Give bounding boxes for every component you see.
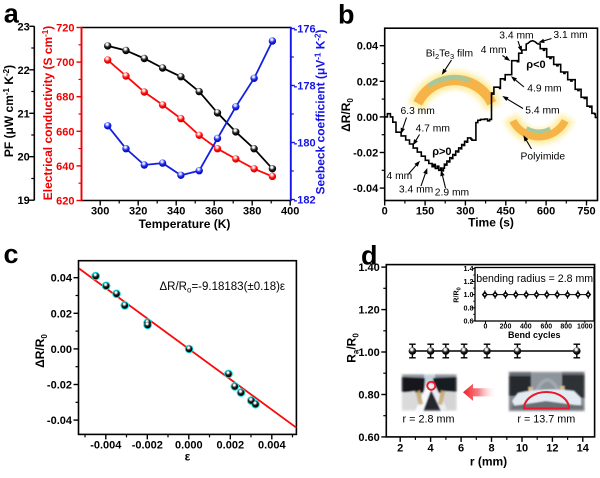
svg-text:0.00: 0.00 (51, 344, 72, 356)
svg-text:3.1 mm: 3.1 mm (553, 30, 587, 41)
svg-text:6: 6 (458, 443, 464, 455)
svg-text:750: 750 (577, 206, 595, 218)
svg-text:r = 2.8 mm: r = 2.8 mm (403, 413, 455, 425)
svg-text:b: b (338, 0, 355, 30)
svg-text:300: 300 (456, 206, 474, 218)
svg-text:600: 600 (537, 206, 555, 218)
svg-text:4.9 mm: 4.9 mm (527, 84, 561, 95)
svg-text:1.4: 1.4 (464, 264, 474, 273)
svg-text:0.6: 0.6 (464, 317, 474, 326)
svg-text:1.0: 1.0 (464, 290, 474, 299)
svg-text:bending radius = 2.8 mm: bending radius = 2.8 mm (476, 273, 593, 285)
svg-text:-0.004: -0.004 (90, 440, 122, 452)
svg-text:r = 13.7 mm: r = 13.7 mm (517, 413, 575, 425)
svg-text:c: c (4, 239, 19, 269)
svg-text:1.2: 1.2 (464, 277, 474, 286)
svg-text:14: 14 (577, 443, 590, 455)
svg-text:3.4 mm: 3.4 mm (399, 185, 433, 196)
svg-text:0: 0 (484, 324, 488, 331)
svg-text:200: 200 (500, 324, 512, 331)
svg-text:450: 450 (497, 206, 515, 218)
svg-text:a: a (4, 0, 20, 29)
svg-text:23: 23 (18, 21, 30, 33)
svg-text:300: 300 (91, 206, 109, 218)
svg-text:8: 8 (488, 443, 494, 455)
svg-text:21: 21 (18, 108, 30, 120)
svg-text:6.3 mm: 6.3 mm (401, 106, 435, 117)
svg-text:10: 10 (516, 443, 528, 455)
svg-text:Ra/R0: Ra/R0 (345, 333, 361, 363)
svg-text:d: d (361, 241, 378, 271)
svg-text:Electrical conductivity (S cm-: Electrical conductivity (S cm-1) (41, 26, 55, 201)
svg-text:4 mm: 4 mm (387, 171, 413, 182)
svg-text:-178: -178 (294, 81, 316, 93)
svg-text:PF (μW cm-1 K-2): PF (μW cm-1 K-2) (2, 65, 16, 157)
svg-text:4: 4 (428, 443, 435, 455)
svg-text:5.4 mm: 5.4 mm (525, 106, 559, 117)
svg-text:ΔR/R0: ΔR/R0 (33, 334, 49, 368)
svg-text:1.40: 1.40 (358, 262, 379, 274)
svg-text:400: 400 (281, 206, 299, 218)
svg-text:20: 20 (18, 152, 30, 164)
svg-text:ρ>0: ρ>0 (432, 146, 451, 158)
svg-text:Polyimide: Polyimide (521, 151, 566, 162)
svg-text:0.60: 0.60 (358, 432, 379, 444)
svg-text:Temperature (K): Temperature (K) (139, 217, 231, 231)
svg-text:-0.02: -0.02 (47, 380, 72, 392)
svg-text:640: 640 (56, 161, 74, 173)
svg-text:22: 22 (18, 65, 30, 77)
svg-text:4 mm: 4 mm (481, 45, 507, 56)
svg-text:-0.04: -0.04 (353, 183, 379, 195)
svg-text:380: 380 (243, 206, 261, 218)
svg-text:4.7 mm: 4.7 mm (416, 123, 450, 134)
svg-text:0.04: 0.04 (357, 41, 379, 53)
svg-text:1000: 1000 (577, 324, 593, 331)
svg-text:Seebeck coefficient (μV-1 K-2): Seebeck coefficient (μV-1 K-2) (314, 30, 328, 195)
svg-text:0.04: 0.04 (51, 273, 73, 285)
svg-text:720: 720 (56, 23, 74, 35)
svg-text:0.02: 0.02 (357, 76, 378, 88)
svg-text:ε: ε (185, 450, 191, 464)
svg-text:-0.02: -0.02 (353, 148, 378, 160)
svg-text:600: 600 (540, 324, 552, 331)
svg-text:0.002: 0.002 (217, 440, 245, 452)
svg-text:150: 150 (416, 206, 434, 218)
svg-text:0: 0 (382, 206, 388, 218)
svg-text:0.02: 0.02 (51, 308, 72, 320)
svg-text:r (mm): r (mm) (470, 455, 507, 469)
svg-text:660: 660 (56, 126, 74, 138)
svg-text:340: 340 (167, 206, 185, 218)
svg-text:ρ<0: ρ<0 (526, 59, 545, 71)
svg-text:12: 12 (546, 443, 558, 455)
svg-text:1.00: 1.00 (358, 347, 379, 359)
svg-text:400: 400 (520, 324, 532, 331)
svg-text:Time (s): Time (s) (468, 216, 514, 230)
svg-text:2: 2 (397, 443, 403, 455)
svg-text:800: 800 (560, 324, 572, 331)
svg-text:2.9 mm: 2.9 mm (435, 188, 469, 199)
svg-text:0.00: 0.00 (357, 112, 378, 124)
svg-text:1.20: 1.20 (358, 305, 379, 317)
svg-text:620: 620 (56, 196, 74, 208)
svg-text:0.8: 0.8 (464, 303, 474, 312)
svg-text:-180: -180 (294, 138, 316, 150)
svg-text:320: 320 (129, 206, 147, 218)
svg-text:360: 360 (205, 206, 223, 218)
svg-text:0.004: 0.004 (258, 440, 286, 452)
svg-text:ΔR/R0: ΔR/R0 (339, 98, 355, 132)
svg-text:R/R0: R/R0 (451, 287, 462, 302)
svg-text:-0.04: -0.04 (47, 415, 73, 427)
svg-text:Bend cycles: Bend cycles (508, 330, 561, 340)
svg-text:19: 19 (18, 195, 30, 207)
svg-text:Bi2Te3 film: Bi2Te3 film (426, 48, 473, 61)
svg-text:-0.002: -0.002 (132, 440, 163, 452)
svg-text:680: 680 (56, 92, 74, 104)
svg-text:ΔR/Ro=-9.18183(±0.18)ε: ΔR/Ro=-9.18183(±0.18)ε (160, 281, 286, 295)
svg-text:3.4 mm: 3.4 mm (499, 31, 533, 42)
svg-text:700: 700 (56, 57, 74, 69)
svg-text:0.000: 0.000 (175, 440, 203, 452)
svg-text:0.80: 0.80 (358, 390, 379, 402)
svg-text:-176: -176 (294, 24, 316, 36)
svg-text:-182: -182 (294, 195, 316, 207)
